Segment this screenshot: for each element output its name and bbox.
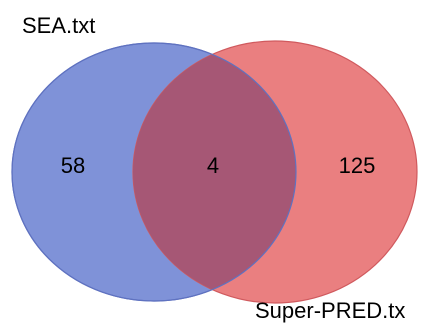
count-sea-only: 58	[61, 153, 85, 178]
set-sea-label: SEA.txt	[22, 13, 95, 38]
count-overlap: 4	[207, 153, 219, 178]
count-superpred-only: 125	[339, 153, 376, 178]
set-superpred-label: Super-PRED.tx	[255, 298, 405, 323]
